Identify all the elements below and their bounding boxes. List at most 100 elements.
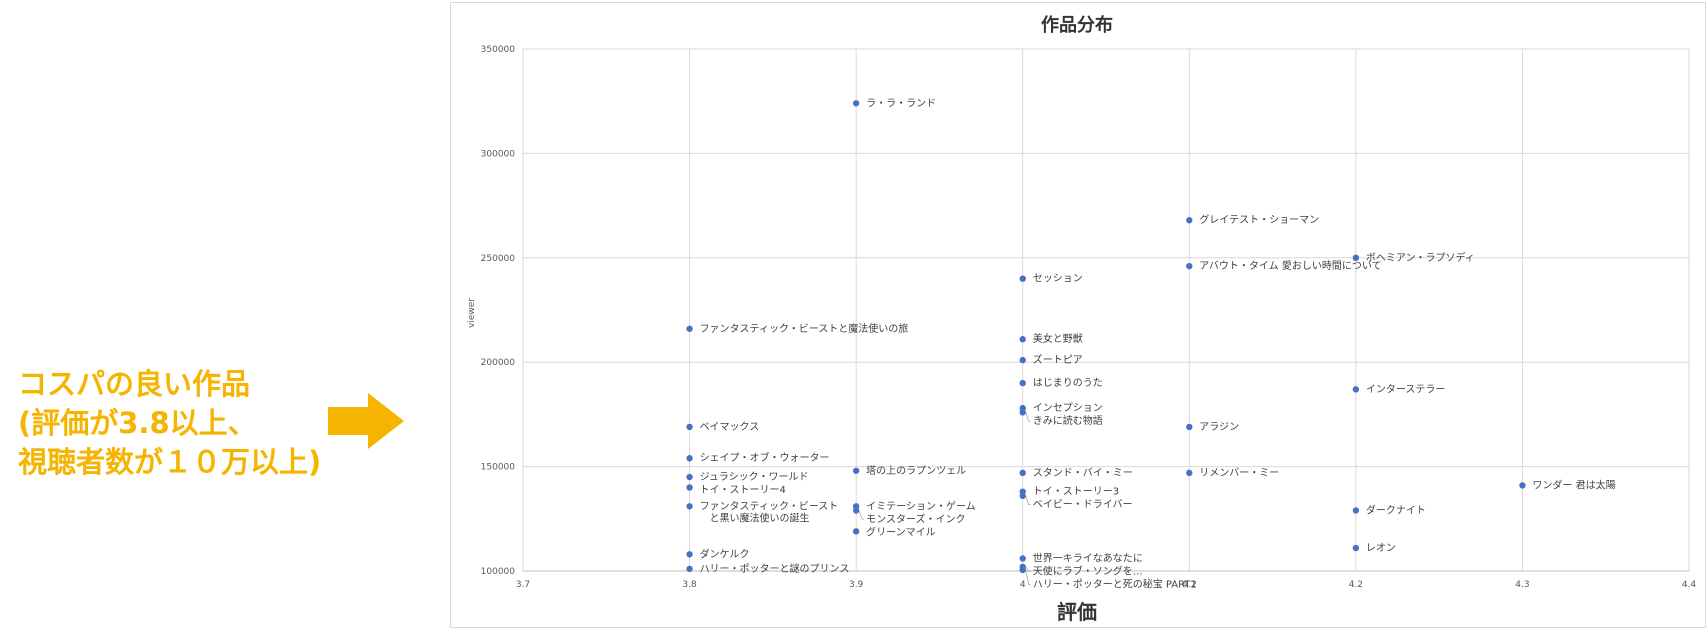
scatter-chart: 3.7 3.8 3.9 4 4.1 4.2 4.3 4.4 100000 150000 200000… — [450, 2, 1706, 628]
point-label: きみに読む物語 — [1033, 414, 1103, 427]
x-tick-label: 4.1 — [1182, 580, 1196, 590]
point-label: ジュラシック・ワールド — [700, 471, 809, 483]
data-point — [1186, 217, 1193, 224]
data-point — [1019, 409, 1026, 416]
point-label-line: トイ・ストーリー3 — [1033, 487, 1119, 498]
right-arrow-icon — [328, 393, 404, 449]
data-point — [1019, 469, 1026, 477]
point-label: ベイマックス — [700, 421, 760, 433]
data-point — [686, 565, 693, 573]
leader-line — [1025, 569, 1031, 585]
callout-line: (評価が3.8以上、 — [18, 406, 257, 440]
y-axis-subtitle: viewer — [467, 298, 477, 328]
point-label-line: インターステラー — [1366, 383, 1446, 395]
point-label: スタンド・バイ・ミー — [1033, 467, 1133, 479]
point-label-line: トイ・ストーリー4 — [700, 485, 786, 496]
point-label-line: ハリー・ポッターと謎のプリンス — [700, 563, 850, 575]
point-label: 天使にラブ・ソングを… — [1033, 564, 1143, 577]
point-label-line: モンスターズ・インク — [866, 512, 965, 525]
callout-line: コスパの良い作品 — [18, 367, 251, 401]
y-tick-label: 150000 — [481, 463, 516, 473]
data-point — [686, 503, 693, 510]
data-point — [1186, 262, 1193, 270]
point-label: ハリー・ポッターと死の秘宝 PART2 — [1033, 577, 1197, 590]
data-point — [1186, 469, 1193, 477]
point-label-line: グレイテスト・ショーマン — [1199, 213, 1319, 226]
point-label-line: ベイマックス — [700, 421, 760, 433]
data-point — [1186, 423, 1193, 431]
callout-line: 視聴者数が１０万以上) — [18, 445, 322, 479]
y-tick-label: 350000 — [481, 45, 516, 55]
data-point — [852, 100, 860, 107]
point-label: ダークナイト — [1366, 503, 1426, 516]
point-label-line: ワンダー 君は太陽 — [1532, 478, 1615, 491]
point-label-line: ジュラシック・ワールド — [700, 471, 809, 483]
data-point — [1019, 566, 1026, 574]
point-label-line: インセプション — [1033, 402, 1103, 414]
point-label-line: イミテーション・ゲーム — [866, 500, 976, 512]
point-label: 世界一キライなあなたに — [1033, 552, 1143, 564]
data-point — [852, 467, 860, 474]
point-label-line: 塔の上のラプンツェル — [866, 464, 966, 477]
point-label-line: ファンタスティック・ビーストと魔法使いの旅 — [700, 322, 909, 335]
data-point — [1019, 492, 1026, 500]
point-label-line: はじまりのうた — [1033, 377, 1103, 389]
data-point — [852, 507, 860, 514]
point-label-line: ボヘミアン・ラプソディ — [1366, 251, 1475, 264]
point-label-line: 世界一キライなあなたに — [1033, 552, 1143, 564]
data-point — [1019, 275, 1026, 282]
point-label-line: アラジン — [1199, 421, 1239, 433]
point-label-line: ハリー・ポッターと死の秘宝 PART2 — [1033, 577, 1197, 590]
point-label-line: 天使にラブ・ソングを… — [1033, 564, 1143, 577]
point-label: インターステラー — [1366, 383, 1446, 395]
point-label: インセプション — [1033, 402, 1103, 414]
point-label-line: ダークナイト — [1366, 503, 1426, 516]
point-label: 美女と野獣 — [1033, 332, 1083, 345]
point-label-line: と黒い魔法使いの誕生 — [700, 511, 810, 524]
point-label: アバウト・タイム 愛おしい時間について — [1199, 259, 1381, 272]
point-label-line: リメンバー・ミー — [1199, 467, 1279, 479]
y-tick-label: 250000 — [481, 254, 516, 264]
point-label: ワンダー 君は太陽 — [1532, 478, 1615, 491]
x-tick-label: 4.3 — [1515, 580, 1529, 590]
point-label: ダンケルク — [700, 547, 750, 560]
point-label-line: グリーンマイル — [866, 525, 936, 538]
point-label-line: ズートピア — [1033, 353, 1083, 366]
point-label: シェイプ・オブ・ウォーター — [700, 451, 830, 464]
data-point — [852, 528, 860, 535]
data-point — [1019, 336, 1026, 343]
leader-lines — [858, 412, 1031, 585]
point-label: グリーンマイル — [866, 525, 936, 538]
point-label-line: ファンタスティック・ビースト — [700, 500, 839, 512]
leader-line — [1025, 495, 1031, 506]
point-label: はじまりのうた — [1033, 377, 1103, 389]
point-label: モンスターズ・インク — [866, 512, 965, 525]
leader-line — [858, 510, 865, 520]
point-label-line: レオン — [1366, 542, 1396, 554]
point-label: セッション — [1033, 273, 1083, 285]
point-label: ラ・ラ・ランド — [866, 97, 936, 109]
point-label-line: 美女と野獣 — [1033, 332, 1083, 345]
point-label: リメンバー・ミー — [1199, 467, 1279, 479]
data-point — [686, 473, 693, 481]
y-tick-label: 300000 — [481, 149, 516, 159]
x-tick-label: 4.2 — [1349, 580, 1363, 590]
point-label: ベイビー・ドライバー — [1033, 499, 1133, 511]
y-tick-label: 200000 — [481, 358, 516, 368]
data-point — [1519, 482, 1526, 489]
data-point — [1019, 356, 1026, 364]
data-point — [1019, 379, 1026, 387]
point-label: グレイテスト・ショーマン — [1199, 213, 1319, 226]
point-label: ハリー・ポッターと謎のプリンス — [700, 563, 850, 575]
x-axis-title: 評価 — [1057, 600, 1097, 624]
point-label-line: シェイプ・オブ・ウォーター — [700, 451, 830, 464]
point-label: 塔の上のラプンツェル — [866, 464, 966, 477]
leader-line — [1025, 566, 1031, 572]
point-label-line: アバウト・タイム 愛おしい時間について — [1199, 259, 1381, 272]
point-label-line: ダンケルク — [700, 547, 750, 560]
point-label-line: ラ・ラ・ランド — [866, 97, 936, 109]
y-tick-label: 100000 — [481, 567, 516, 577]
callout-text: コスパの良い作品 (評価が3.8以上、 視聴者数が１０万以上) — [18, 365, 338, 482]
point-label: トイ・ストーリー3 — [1033, 487, 1119, 498]
data-point — [1352, 507, 1360, 514]
